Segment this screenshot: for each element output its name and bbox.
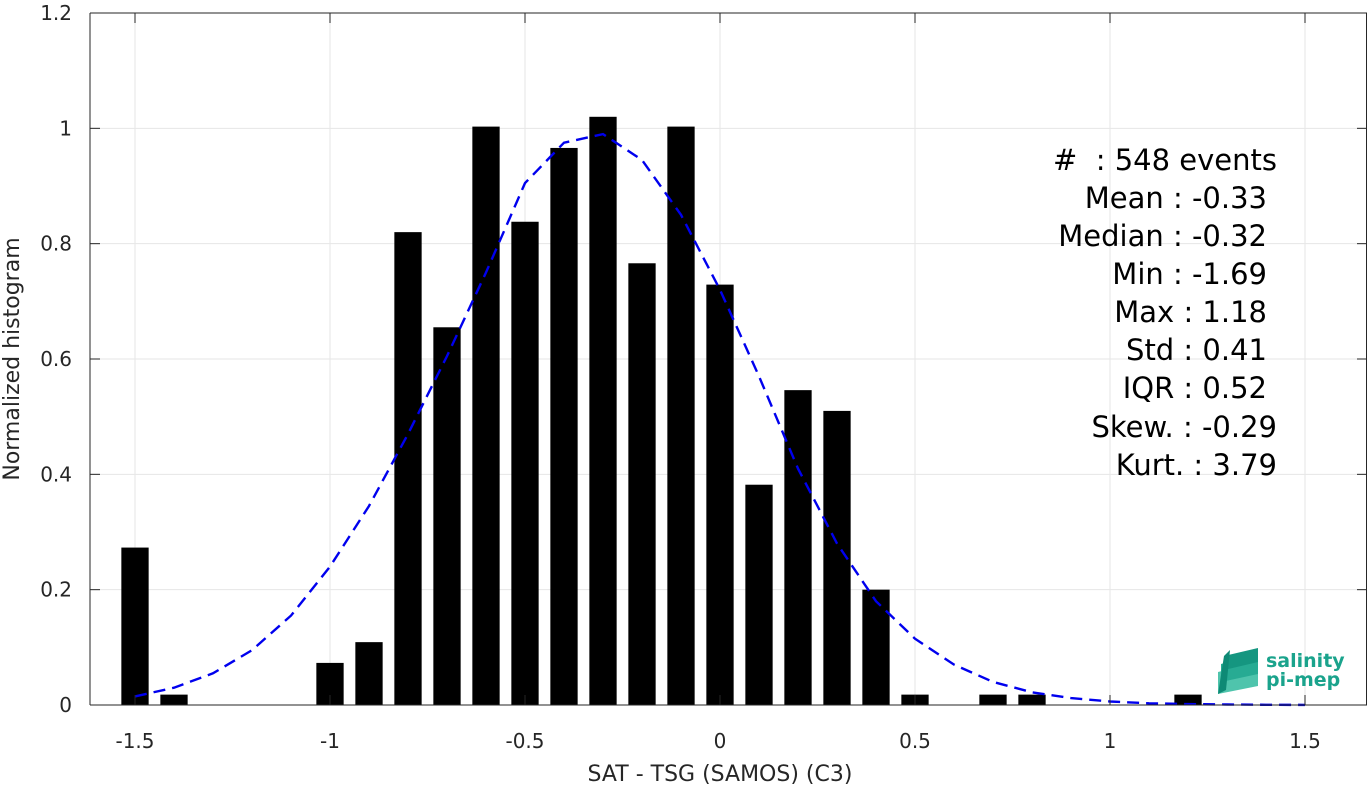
x-axis-label: SAT - TSG (SAMOS) (C3)	[588, 762, 853, 785]
stats-median: Median : -0.32	[1058, 219, 1267, 253]
stats-skew: Skew. : -0.29	[1091, 410, 1277, 444]
histogram-bar	[706, 284, 734, 705]
stats-events: # : 548 events	[1053, 143, 1277, 177]
y-tick-label: 0.8	[40, 232, 72, 256]
histogram-bar	[862, 589, 890, 705]
stats-mean: Mean : -0.33	[1085, 181, 1267, 215]
logo-text-pimep: pi-mep	[1266, 669, 1340, 691]
histogram-bar	[667, 126, 695, 705]
stats-std: Std : 0.41	[1126, 333, 1267, 367]
x-tick-label: 1	[1104, 729, 1117, 753]
histogram-bar	[589, 116, 617, 706]
x-tick-label: -0.5	[505, 729, 544, 753]
wave-logo-icon	[1218, 648, 1258, 694]
stats-min: Min : -1.69	[1112, 257, 1267, 291]
histogram-bar	[1174, 694, 1202, 705]
y-tick-labels: 0 0.2 0.4 0.6 0.8 1 1.2	[40, 1, 72, 717]
x-tick-label: 0	[714, 729, 727, 753]
stats-iqr: IQR : 0.52	[1123, 371, 1267, 405]
histogram-bars	[121, 116, 1202, 706]
x-tick-label: -1	[320, 729, 340, 753]
histogram-bar	[160, 694, 188, 705]
histogram-bar	[1018, 694, 1046, 705]
histogram-bar	[745, 484, 773, 705]
y-tick-label: 0.4	[40, 462, 72, 486]
histogram-bar	[784, 390, 812, 705]
x-tick-label: 1.5	[1289, 729, 1321, 753]
x-tick-label: 0.5	[899, 729, 931, 753]
histogram-bar	[355, 642, 383, 705]
y-tick-label: 0	[59, 693, 72, 717]
histogram-bar	[550, 147, 578, 705]
logo-text-salinity: salinity	[1266, 650, 1345, 672]
x-tick-label: -1.5	[115, 729, 154, 753]
stats-kurt: Kurt. : 3.79	[1116, 448, 1277, 482]
histogram-bar	[628, 263, 656, 705]
y-tick-label: 1	[59, 116, 72, 140]
stats-max: Max : 1.18	[1114, 295, 1267, 329]
x-tick-labels: -1.5 -1 -0.5 0 0.5 1 1.5	[115, 729, 1320, 753]
histogram-bar	[511, 221, 539, 705]
y-axis-label: Normalized histogram	[0, 237, 25, 480]
histogram-bar	[394, 232, 422, 705]
histogram-bar	[979, 694, 1007, 705]
histogram-bar	[121, 547, 149, 705]
y-tick-label: 0.2	[40, 578, 72, 602]
stats-box: # : 548 events Mean : -0.33 Median : -0.…	[1053, 143, 1277, 482]
y-tick-label: 0.6	[40, 347, 72, 371]
salinity-pimep-logo: salinity pi-mep	[1218, 648, 1345, 694]
histogram-bar	[433, 327, 461, 705]
y-tick-label: 1.2	[40, 1, 72, 25]
histogram-bar	[472, 126, 500, 705]
